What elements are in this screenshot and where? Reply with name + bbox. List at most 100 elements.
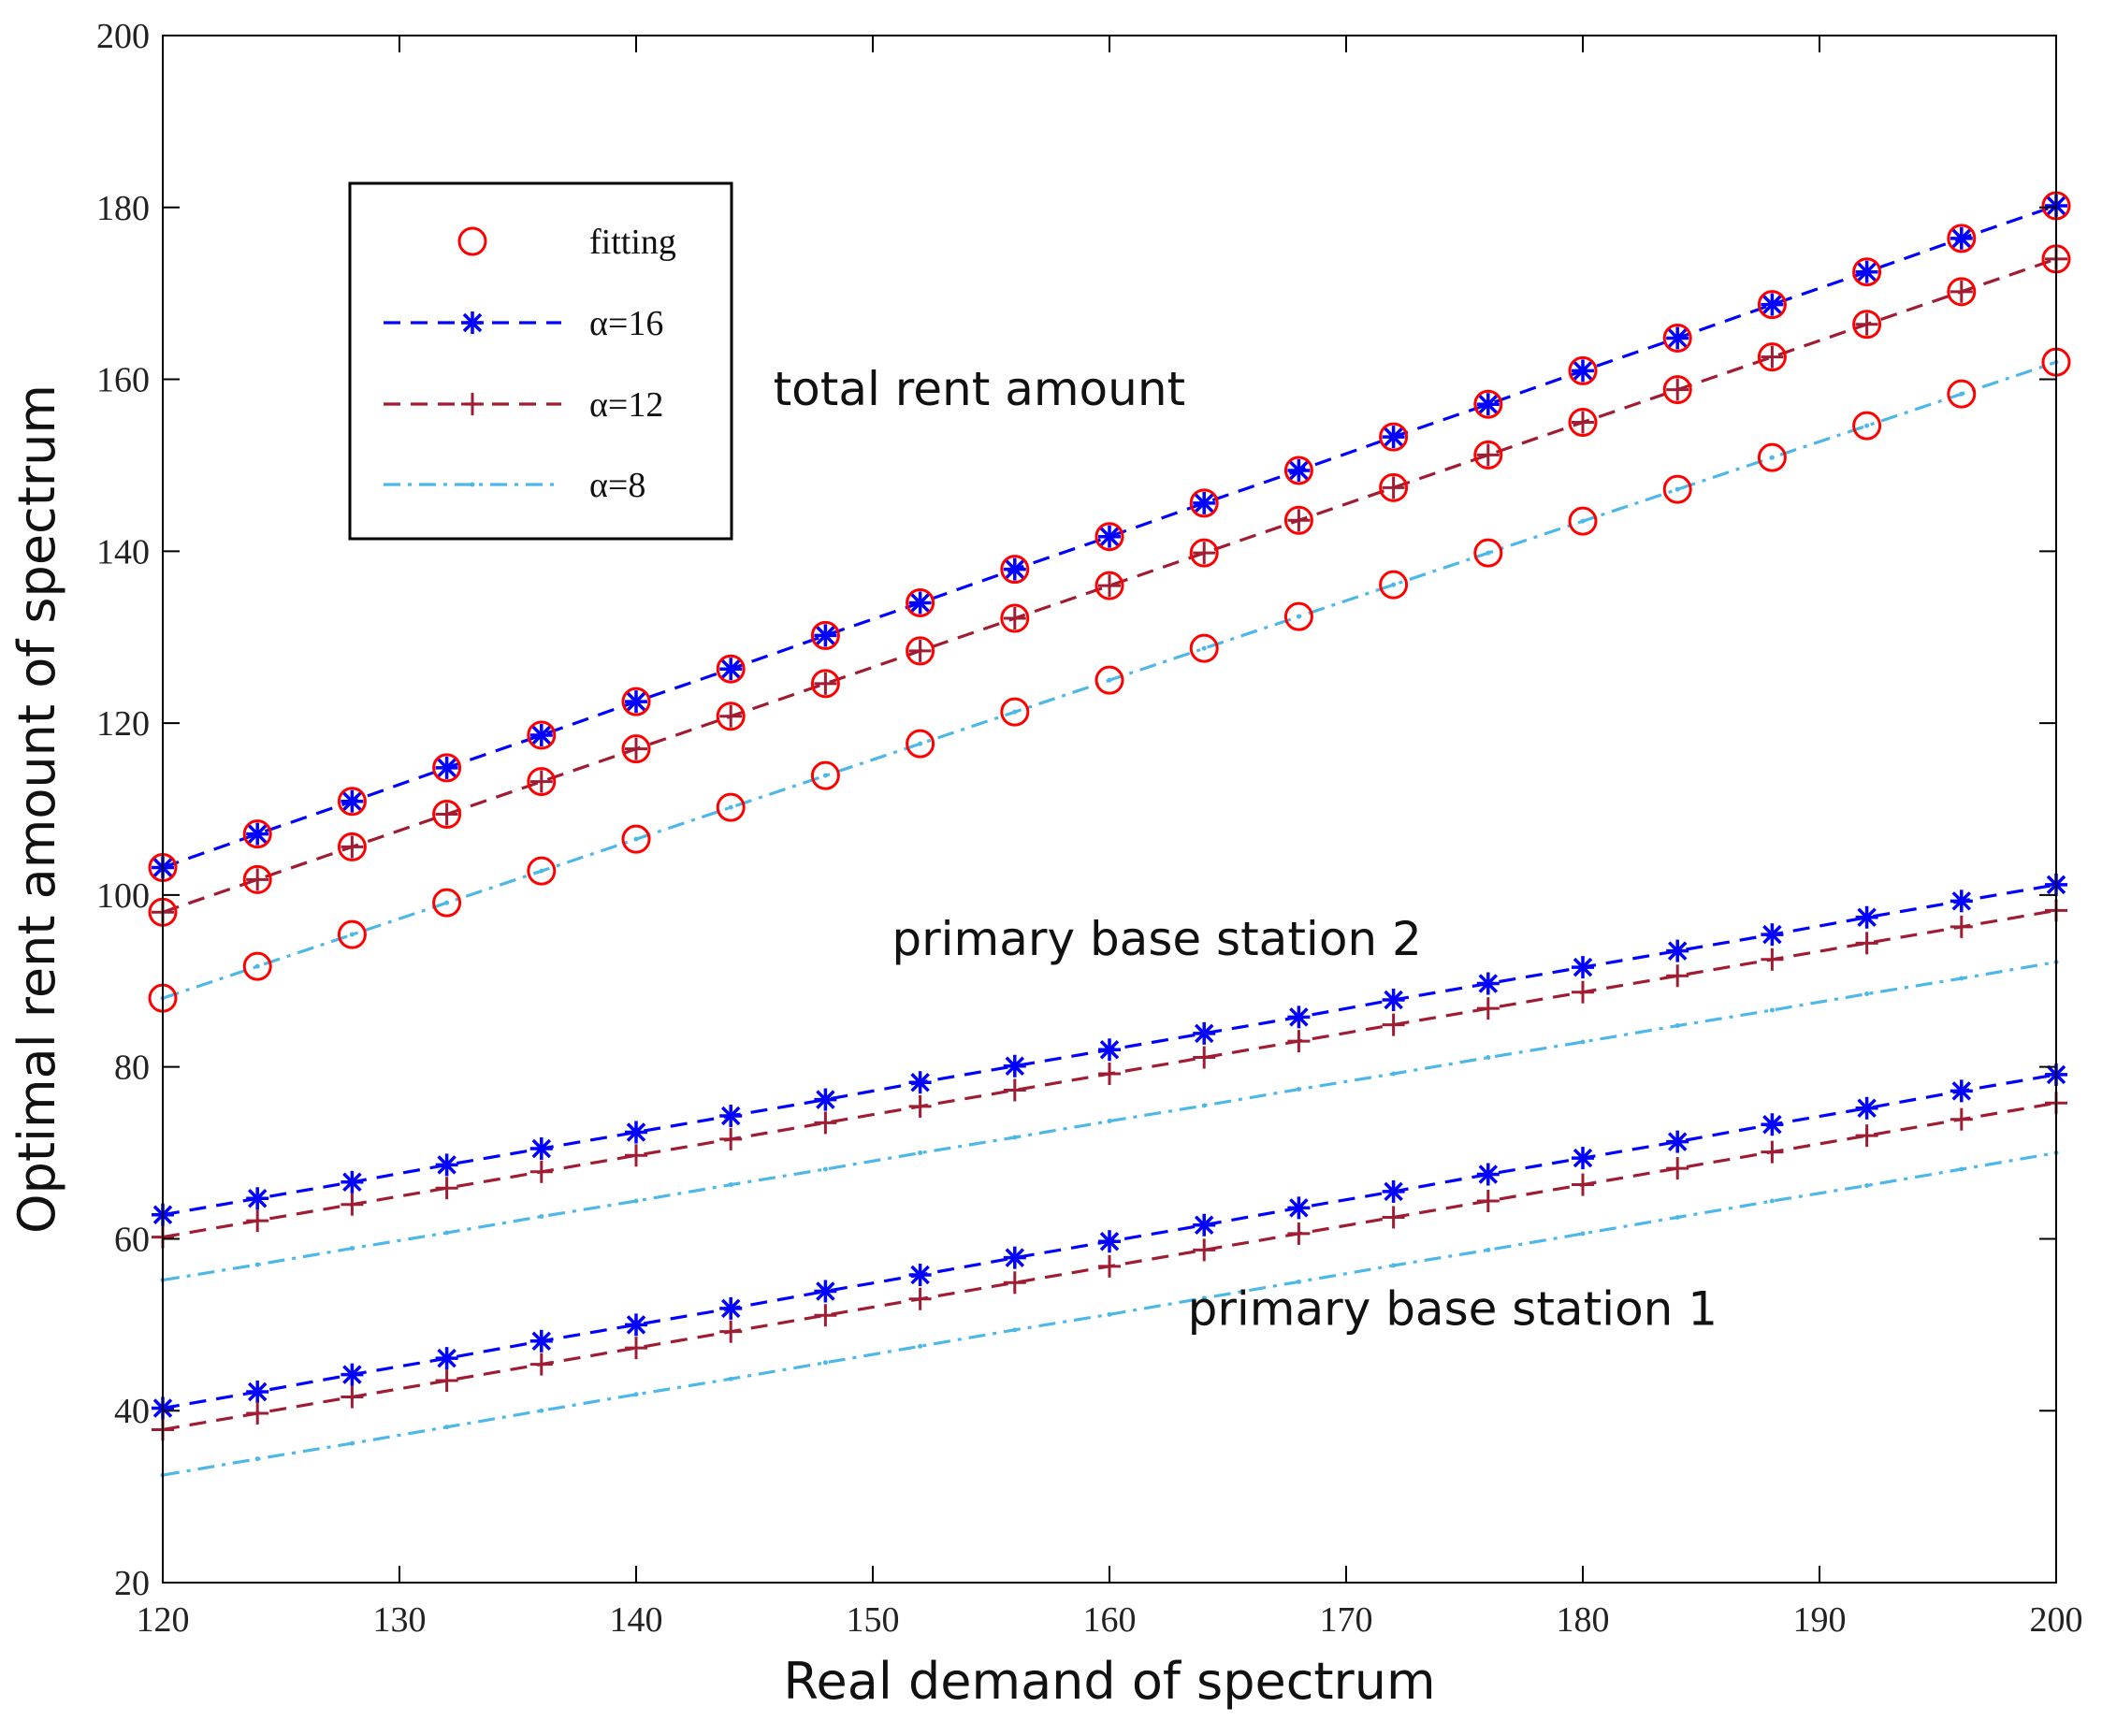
- point-alpha-12-primary-base-station-2-164: [1193, 1046, 1216, 1069]
- point-alpha-12-total-rent-amount-156: [1003, 607, 1026, 630]
- point-alpha-16-total-rent-amount-156: [1003, 557, 1026, 581]
- point-alpha-16-primary-base-station-2-152: [908, 1071, 932, 1094]
- point-alpha-12-total-rent-amount-148: [814, 672, 837, 695]
- point-alpha-16-primary-base-station-1-152: [908, 1264, 932, 1287]
- fitting-point-alpha-8-148: [810, 760, 840, 790]
- legend-box: [348, 181, 733, 541]
- fitting-point-alpha-8-144: [716, 792, 746, 822]
- fitting-point-alpha-12-148: [810, 669, 840, 699]
- y-tick-label-200: 200: [96, 17, 150, 56]
- point-alpha-16-primary-base-station-1-156: [1003, 1246, 1026, 1269]
- group-total-rent-amount: [148, 191, 2071, 1013]
- point-alpha-16-primary-base-station-1-160: [1098, 1230, 1121, 1253]
- x-tick-label-180: 180: [1557, 1600, 1610, 1640]
- point-alpha-8-primary-base-station-2-168: [1296, 1087, 1301, 1092]
- point-alpha-16-primary-base-station-2-128: [341, 1170, 364, 1194]
- point-alpha-12-total-rent-amount-184: [1666, 378, 1689, 401]
- point-alpha-16-primary-base-station-1-188: [1761, 1113, 1784, 1136]
- point-alpha-16-primary-base-station-2-124: [246, 1187, 269, 1210]
- legend-marker-alpha-12: [461, 393, 484, 415]
- point-alpha-8-primary-base-station-2-172: [1391, 1071, 1397, 1077]
- x-tick-label-120: 120: [137, 1600, 190, 1640]
- point-alpha-12-total-rent-amount-176: [1476, 443, 1500, 467]
- point-alpha-12-total-rent-amount-172: [1382, 476, 1405, 499]
- legend-label-alpha-12: α=12: [589, 385, 663, 425]
- point-alpha-16-primary-base-station-1-184: [1666, 1130, 1689, 1153]
- fitting-point-alpha-16-148: [810, 620, 840, 650]
- point-alpha-8-primary-base-station-2-196: [1959, 976, 1964, 981]
- point-alpha-16-primary-base-station-1-124: [246, 1381, 269, 1404]
- point-alpha-8-total-rent-amount-172: [1391, 582, 1397, 587]
- point-alpha-16-primary-base-station-2-156: [1003, 1054, 1026, 1078]
- point-alpha-8-primary-base-station-2-124: [254, 1262, 260, 1267]
- fitting-point-alpha-8-188: [1757, 442, 1787, 472]
- fitting-point-alpha-12-180: [1568, 408, 1598, 437]
- point-alpha-16-primary-base-station-1-176: [1476, 1163, 1500, 1186]
- fitting-point-alpha-12-164: [1189, 538, 1219, 568]
- fitting-point-alpha-12-184: [1662, 375, 1692, 405]
- point-alpha-8-primary-base-station-1-160: [1107, 1311, 1112, 1317]
- point-alpha-8-total-rent-amount-128: [349, 932, 355, 937]
- x-tick-label-140: 140: [610, 1600, 663, 1640]
- point-alpha-16-primary-base-station-2-176: [1476, 972, 1500, 995]
- point-alpha-12-total-rent-amount-152: [908, 639, 932, 662]
- point-alpha-8-total-rent-amount-164: [1201, 645, 1207, 651]
- legend-entry-alpha-8: α=8: [384, 466, 645, 505]
- point-alpha-16-primary-base-station-2-192: [1855, 905, 1878, 929]
- point-alpha-8-total-rent-amount-140: [633, 836, 639, 842]
- point-alpha-8-primary-base-station-1-128: [349, 1440, 355, 1446]
- point-alpha-12-total-rent-amount-180: [1572, 411, 1594, 434]
- fitting-point-alpha-8-172: [1379, 570, 1409, 600]
- y-tick-label-180: 180: [96, 189, 150, 228]
- point-alpha-16-primary-base-station-1-192: [1855, 1096, 1878, 1120]
- point-alpha-16-total-rent-amount-152: [908, 591, 932, 615]
- fitting-point-alpha-16-196: [1947, 224, 1977, 253]
- y-tick-label-160: 160: [96, 361, 150, 400]
- point-alpha-8-total-rent-amount-136: [539, 868, 544, 874]
- point-alpha-16-primary-base-station-1-140: [625, 1313, 647, 1337]
- point-alpha-8-primary-base-station-1-148: [822, 1360, 828, 1366]
- point-alpha-16-primary-base-station-1-172: [1382, 1179, 1405, 1203]
- fitting-point-alpha-8-164: [1189, 633, 1219, 663]
- point-alpha-12-primary-base-station-2-184: [1666, 964, 1689, 988]
- point-alpha-16-primary-base-station-1-180: [1572, 1147, 1594, 1170]
- point-alpha-8-primary-base-station-2-188: [1769, 1007, 1775, 1013]
- point-alpha-16-primary-base-station-1-144: [719, 1296, 743, 1320]
- point-alpha-8-primary-base-station-1-144: [728, 1376, 733, 1382]
- point-alpha-12-total-rent-amount-196: [1950, 280, 1973, 303]
- point-alpha-8-primary-base-station-1-156: [1012, 1327, 1018, 1333]
- fitting-point-alpha-8-192: [1852, 411, 1882, 441]
- fitting-point-alpha-16-136: [527, 720, 557, 750]
- point-alpha-12-primary-base-station-1-164: [1193, 1238, 1216, 1262]
- point-alpha-16-primary-base-station-1-148: [814, 1280, 837, 1303]
- point-alpha-16-total-rent-amount-132: [435, 756, 458, 779]
- legend-entry-alpha-12: α=12: [384, 385, 663, 425]
- point-alpha-16-total-rent-amount-172: [1382, 426, 1405, 449]
- point-alpha-8-total-rent-amount-196: [1959, 391, 1964, 397]
- fitting-point-alpha-16-176: [1473, 389, 1503, 419]
- point-alpha-16-primary-base-station-2-132: [435, 1153, 458, 1177]
- point-alpha-16-primary-base-station-2-196: [1950, 890, 1973, 913]
- point-alpha-8-total-rent-amount-188: [1769, 455, 1775, 460]
- point-alpha-8-primary-base-station-1-188: [1769, 1198, 1775, 1204]
- point-alpha-16-total-rent-amount-136: [529, 723, 553, 746]
- point-alpha-12-total-rent-amount-140: [625, 737, 647, 760]
- x-tick-label-170: 170: [1320, 1600, 1373, 1640]
- point-alpha-12-primary-base-station-1-188: [1761, 1140, 1784, 1164]
- point-alpha-16-primary-base-station-2-144: [719, 1105, 743, 1128]
- point-alpha-8-primary-base-station-1-140: [633, 1392, 639, 1397]
- point-alpha-16-primary-base-station-1-196: [1950, 1079, 1973, 1103]
- point-alpha-12-total-rent-amount-132: [435, 803, 458, 826]
- y-axis-label: Optimal rent amount of spectrum: [7, 384, 66, 1234]
- fitting-point-alpha-16-156: [1000, 555, 1030, 585]
- point-alpha-8-primary-base-station-1-152: [918, 1343, 923, 1349]
- point-alpha-12-primary-base-station-2-140: [625, 1144, 647, 1167]
- x-tick-label-160: 160: [1083, 1600, 1137, 1640]
- point-alpha-16-total-rent-amount-176: [1476, 393, 1500, 416]
- y-tick-label-60: 60: [114, 1220, 150, 1259]
- x-tick-label-130: 130: [373, 1600, 427, 1640]
- fitting-point-alpha-12-132: [432, 800, 462, 830]
- point-alpha-12-primary-base-station-2-180: [1572, 980, 1594, 1004]
- point-alpha-12-primary-base-station-1-148: [814, 1304, 837, 1327]
